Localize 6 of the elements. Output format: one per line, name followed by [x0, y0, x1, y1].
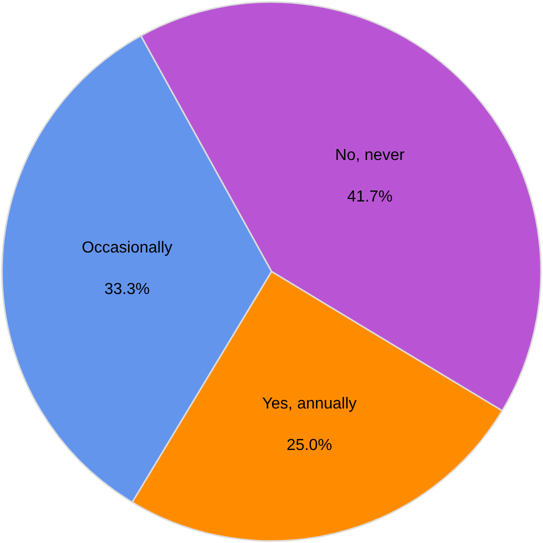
- data-label: 33.3%: [104, 281, 150, 298]
- data-label: 41.7%: [347, 188, 393, 206]
- slice-label: Yes, annually: [262, 395, 357, 412]
- slice-label: No, never: [335, 147, 406, 164]
- data-label: 25.0%: [286, 437, 332, 454]
- slice-label: Occasionally: [82, 240, 172, 257]
